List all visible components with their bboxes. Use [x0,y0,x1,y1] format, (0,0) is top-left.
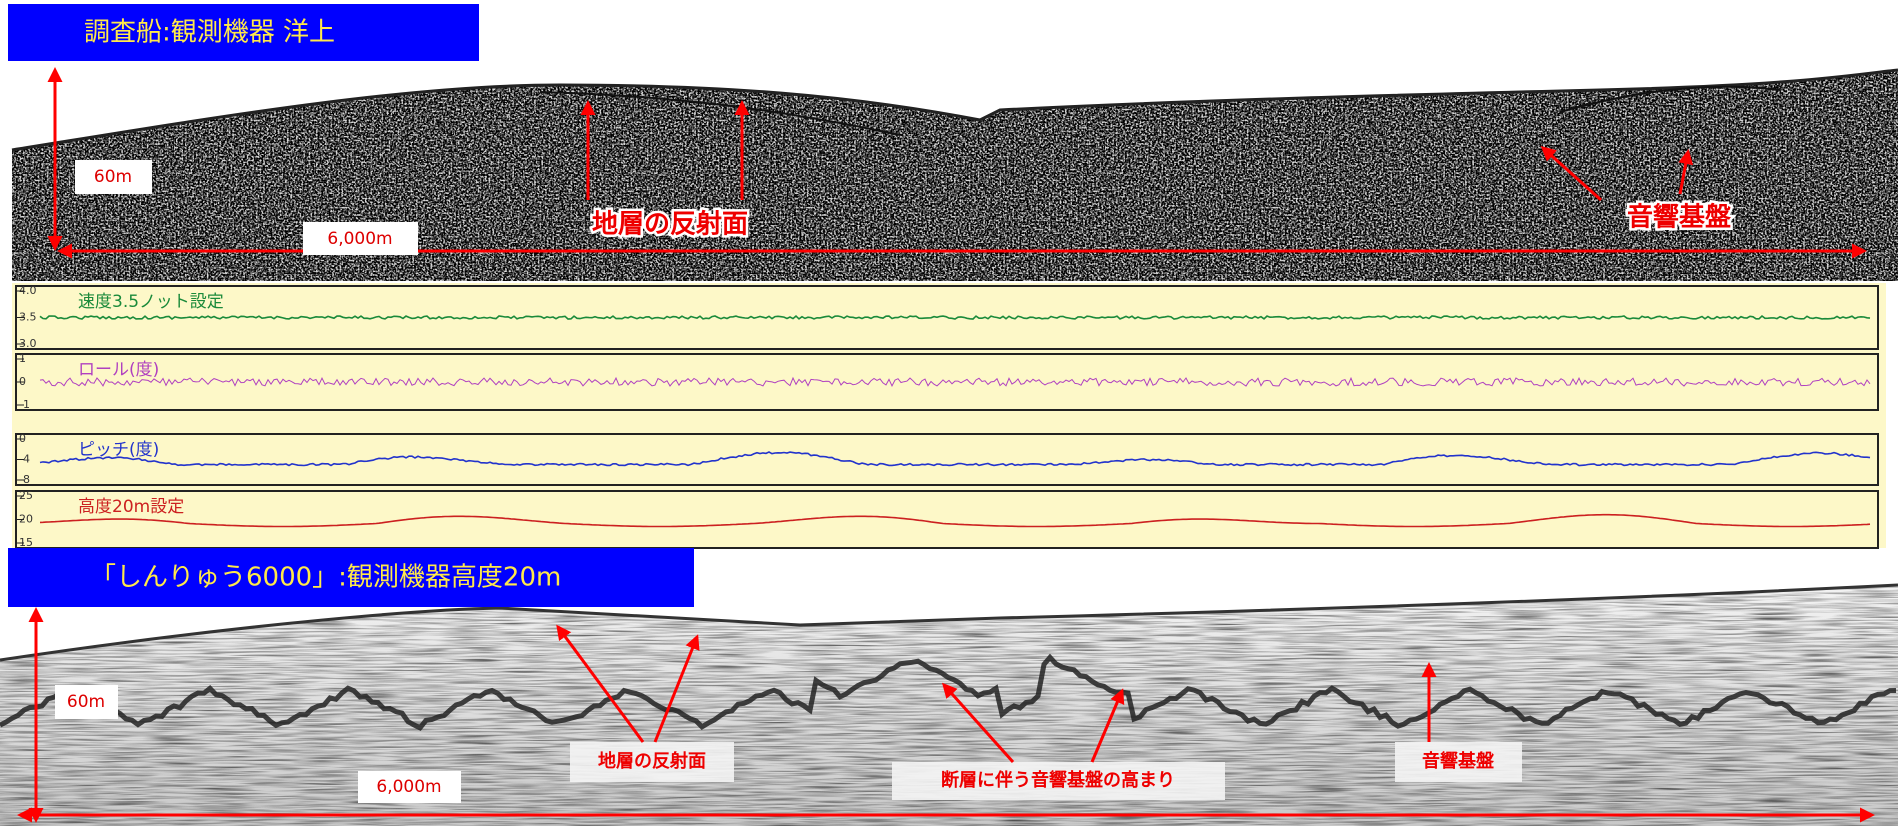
annotation: 地層の反射面 [598,750,706,772]
annotation: 音響基盤 [1627,203,1732,233]
distance-label: 6,000m [327,229,392,249]
monitor-background [12,283,1886,548]
bottom-title: 「しんりゅう6000」:観測機器高度20m [90,563,561,593]
annotation: 地層の反射面 [592,209,748,240]
top-sonar [12,60,1898,281]
distance-label: 6,000m [376,777,441,797]
annotation: 音響基盤 [1422,750,1495,772]
chart-label: 高度20m設定 [78,497,184,517]
annotation: 断層に伴う音響基盤の高まり [941,769,1175,791]
figure: 調査船:観測機器 洋上 60m 6,000m 地層の反射面 音響基盤 4.03.… [0,0,1898,826]
chart-label: 速度3.5ノット設定 [78,292,224,312]
chart-label: ロール(度) [78,360,159,380]
depth-label: 60m [67,692,105,712]
top-title: 調査船:観測機器 洋上 [84,18,335,48]
depth-label: 60m [94,167,132,187]
